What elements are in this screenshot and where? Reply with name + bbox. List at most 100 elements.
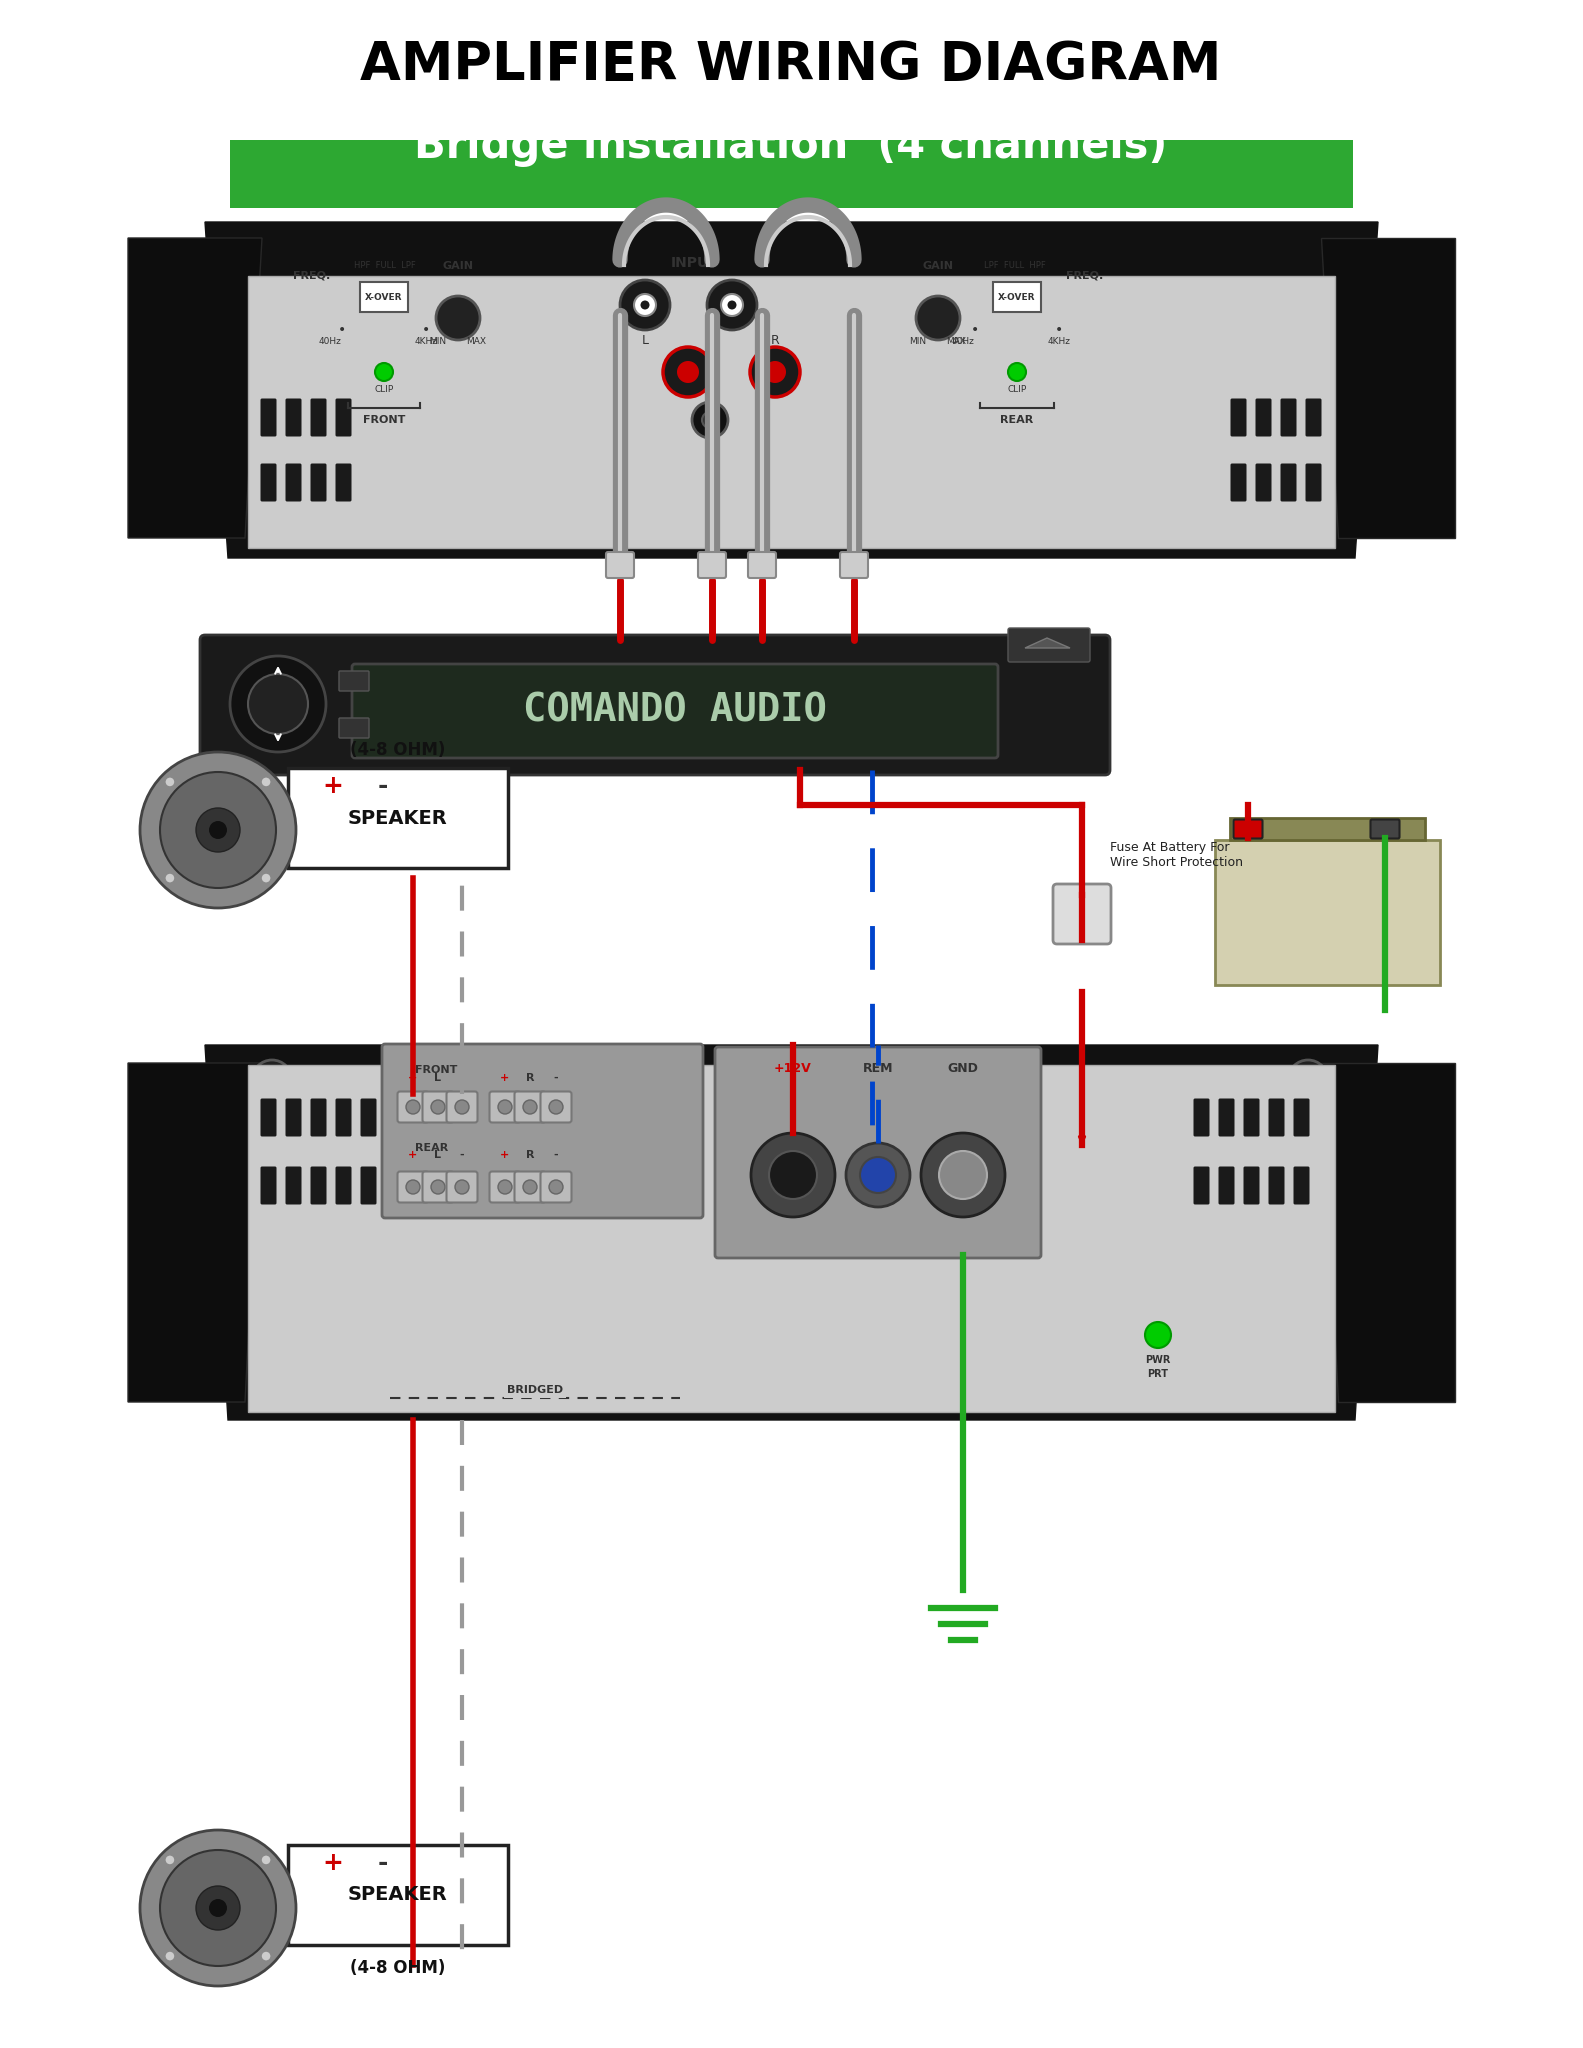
Text: LPF  FULL  HPF: LPF FULL HPF	[985, 262, 1046, 270]
Text: MAX: MAX	[465, 338, 486, 346]
Circle shape	[769, 1151, 817, 1198]
Text: L: L	[641, 334, 649, 346]
Circle shape	[261, 776, 271, 786]
Circle shape	[252, 1061, 291, 1100]
Text: 40Hz: 40Hz	[318, 338, 342, 346]
FancyBboxPatch shape	[288, 1845, 508, 1946]
Polygon shape	[1026, 639, 1070, 647]
Text: X-OVER: X-OVER	[999, 293, 1035, 301]
Text: -: -	[554, 1073, 559, 1083]
Text: 4KHz: 4KHz	[1048, 338, 1070, 346]
Text: AMPLIFIER WIRING DIAGRAM: AMPLIFIER WIRING DIAGRAM	[361, 39, 1222, 90]
Circle shape	[765, 360, 787, 383]
Circle shape	[165, 872, 174, 883]
Circle shape	[165, 1855, 174, 1866]
Circle shape	[917, 297, 959, 340]
FancyBboxPatch shape	[1008, 629, 1091, 662]
Circle shape	[454, 1180, 469, 1194]
FancyBboxPatch shape	[1219, 1098, 1235, 1137]
Circle shape	[635, 295, 655, 315]
Circle shape	[549, 1180, 564, 1194]
Circle shape	[750, 346, 799, 397]
Text: REM: REM	[863, 1061, 893, 1075]
Text: 4KHz: 4KHz	[415, 338, 437, 346]
Text: MIN: MIN	[910, 338, 926, 346]
FancyBboxPatch shape	[288, 768, 508, 868]
Text: Fuse At Battery For
Wire Short Protection: Fuse At Battery For Wire Short Protectio…	[1110, 842, 1243, 868]
FancyBboxPatch shape	[540, 1171, 571, 1202]
FancyBboxPatch shape	[1219, 1167, 1235, 1204]
Text: SPEAKER: SPEAKER	[348, 809, 448, 827]
FancyBboxPatch shape	[261, 1098, 277, 1137]
FancyBboxPatch shape	[336, 399, 351, 436]
FancyBboxPatch shape	[310, 1098, 326, 1137]
FancyBboxPatch shape	[1216, 840, 1441, 985]
Circle shape	[431, 1180, 445, 1194]
Circle shape	[522, 1100, 537, 1114]
FancyBboxPatch shape	[1230, 817, 1425, 840]
FancyBboxPatch shape	[382, 1044, 703, 1219]
Text: INPUT: INPUT	[671, 256, 719, 270]
FancyBboxPatch shape	[993, 283, 1042, 311]
Polygon shape	[1320, 1063, 1455, 1403]
Circle shape	[165, 1952, 174, 1962]
FancyBboxPatch shape	[230, 139, 1353, 209]
Circle shape	[261, 1374, 283, 1397]
Text: MIN: MIN	[429, 338, 446, 346]
FancyBboxPatch shape	[285, 1098, 301, 1137]
Polygon shape	[128, 238, 263, 539]
FancyBboxPatch shape	[1306, 463, 1322, 502]
FancyBboxPatch shape	[1268, 1167, 1284, 1204]
Circle shape	[860, 1157, 896, 1194]
Text: -: -	[459, 1073, 464, 1083]
Circle shape	[435, 297, 480, 340]
FancyBboxPatch shape	[1244, 1167, 1260, 1204]
Text: -: -	[378, 1851, 388, 1876]
Circle shape	[261, 1855, 271, 1866]
Text: -: -	[378, 774, 388, 799]
FancyBboxPatch shape	[606, 553, 635, 578]
Circle shape	[165, 776, 174, 786]
FancyBboxPatch shape	[749, 553, 776, 578]
Text: +12V: +12V	[774, 1061, 812, 1075]
Text: X-OVER: X-OVER	[366, 293, 402, 301]
Circle shape	[252, 1366, 291, 1405]
FancyBboxPatch shape	[514, 1092, 546, 1122]
Text: +: +	[408, 1073, 418, 1083]
FancyBboxPatch shape	[1255, 399, 1271, 436]
Circle shape	[261, 1069, 283, 1092]
Text: -: -	[459, 1151, 464, 1159]
Circle shape	[209, 1898, 226, 1917]
FancyBboxPatch shape	[397, 1092, 429, 1122]
Circle shape	[249, 674, 309, 733]
Text: L: L	[434, 1151, 442, 1159]
Text: REAR: REAR	[415, 1143, 448, 1153]
Text: +: +	[500, 1151, 510, 1159]
FancyBboxPatch shape	[1194, 1098, 1209, 1137]
FancyBboxPatch shape	[199, 635, 1110, 774]
Polygon shape	[206, 221, 1377, 557]
Text: HPF  FULL  LPF: HPF FULL LPF	[355, 262, 416, 270]
FancyBboxPatch shape	[336, 1098, 351, 1137]
FancyBboxPatch shape	[1281, 463, 1296, 502]
Text: -: -	[554, 1151, 559, 1159]
FancyBboxPatch shape	[249, 276, 1334, 549]
Circle shape	[230, 655, 326, 752]
Text: CLIP: CLIP	[374, 385, 394, 395]
Circle shape	[845, 1143, 910, 1206]
Circle shape	[196, 809, 241, 852]
FancyBboxPatch shape	[1293, 1098, 1309, 1137]
Circle shape	[641, 301, 649, 309]
Circle shape	[405, 1100, 419, 1114]
FancyBboxPatch shape	[261, 1167, 277, 1204]
Circle shape	[1008, 362, 1026, 381]
Text: +: +	[323, 1851, 344, 1876]
Circle shape	[375, 362, 393, 381]
FancyBboxPatch shape	[339, 719, 369, 737]
FancyBboxPatch shape	[1194, 1167, 1209, 1204]
Text: •: •	[337, 324, 347, 338]
Circle shape	[1145, 1323, 1171, 1348]
Circle shape	[939, 1151, 986, 1198]
FancyBboxPatch shape	[489, 1092, 521, 1122]
Circle shape	[160, 772, 275, 889]
